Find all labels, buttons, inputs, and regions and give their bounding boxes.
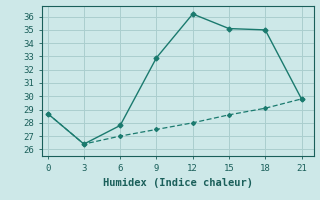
X-axis label: Humidex (Indice chaleur): Humidex (Indice chaleur) <box>103 178 252 188</box>
